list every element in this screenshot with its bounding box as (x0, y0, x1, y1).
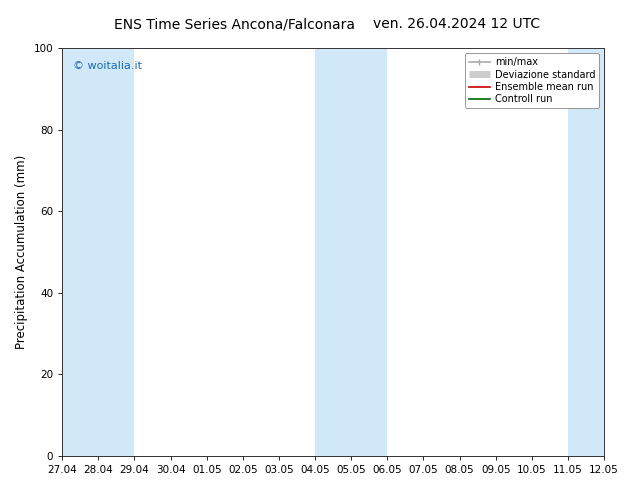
Text: ENS Time Series Ancona/Falconara: ENS Time Series Ancona/Falconara (114, 17, 355, 31)
Bar (568, 49, 604, 456)
Legend: min/max, Deviazione standard, Ensemble mean run, Controll run: min/max, Deviazione standard, Ensemble m… (465, 53, 599, 108)
Y-axis label: Precipitation Accumulation (mm): Precipitation Accumulation (mm) (15, 155, 28, 349)
Bar (62, 49, 134, 456)
Text: © woitalia.it: © woitalia.it (73, 61, 142, 71)
Text: ven. 26.04.2024 12 UTC: ven. 26.04.2024 12 UTC (373, 17, 540, 31)
Bar (315, 49, 387, 456)
